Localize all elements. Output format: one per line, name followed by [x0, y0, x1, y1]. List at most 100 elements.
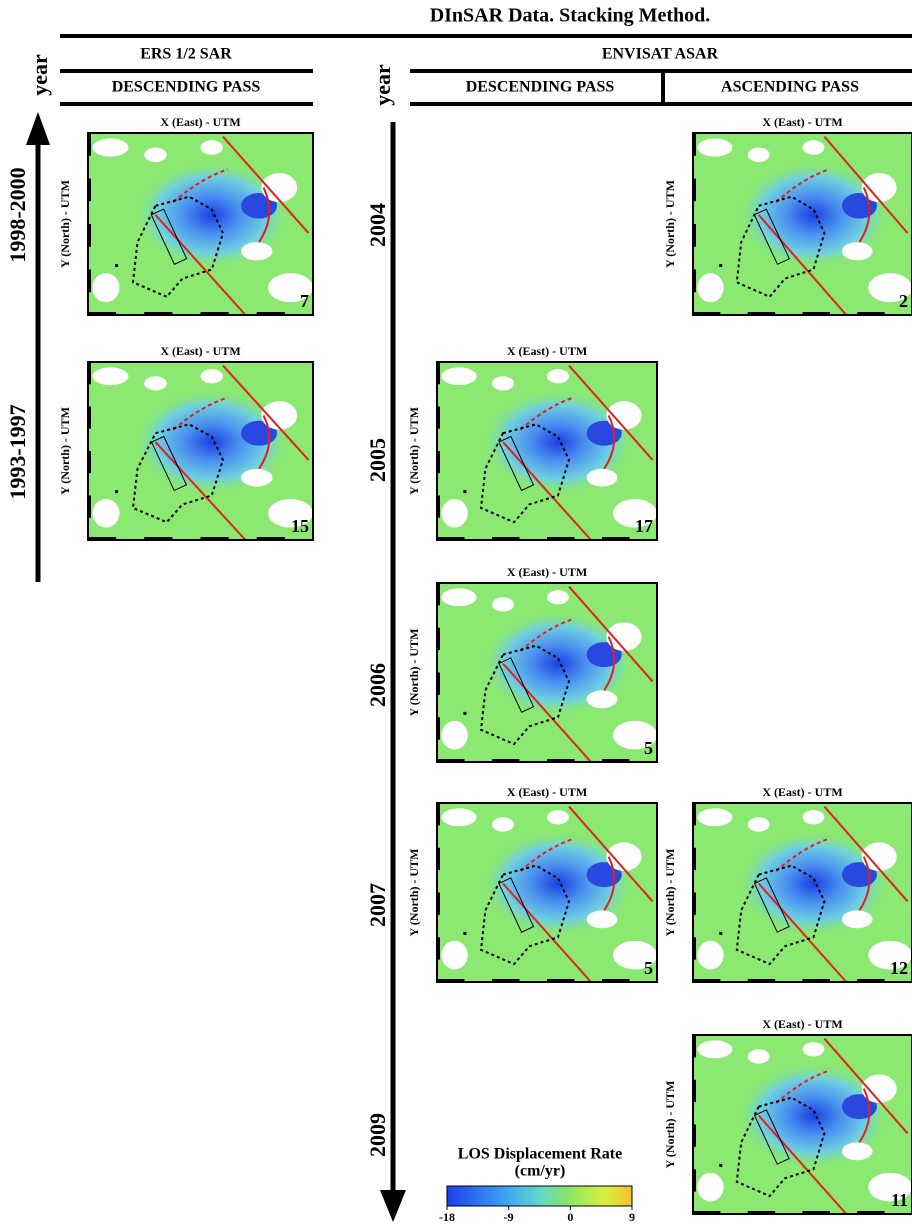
no-data	[697, 941, 723, 970]
pass: DESCENDING PASS	[466, 79, 615, 96]
colorbar-tick-label: -18	[439, 1210, 455, 1224]
no-data	[842, 1142, 873, 1160]
site	[463, 712, 466, 715]
image-count: 17	[635, 516, 653, 536]
no-data	[697, 808, 732, 826]
no-data	[441, 588, 476, 606]
no-data	[441, 941, 467, 970]
y-axis-label: Y (North) - UTM	[407, 407, 421, 495]
no-data	[842, 910, 873, 928]
no-data	[587, 690, 618, 708]
figure: DInSAR Data. Stacking Method. ERS 1/2 SA…	[0, 0, 912, 1224]
no-data	[748, 1049, 770, 1063]
no-data	[587, 910, 618, 928]
period: 1998-2000	[5, 167, 30, 262]
no-data	[441, 367, 476, 385]
x-axis-label: X (East) - UTM	[507, 565, 587, 579]
no-data	[803, 810, 825, 824]
map-panel: X (East) - UTM Y (North) - UTM 5	[407, 785, 657, 982]
image-count: 7	[300, 291, 309, 311]
no-data	[587, 469, 618, 487]
y-axis-label: Y (North) - UTM	[663, 1081, 677, 1169]
image-count: 2	[899, 291, 908, 311]
no-data	[441, 499, 467, 527]
map-panel: X (East) - UTM Y (North) - UTM 17	[407, 344, 657, 540]
no-data	[547, 369, 569, 383]
year: 2005	[365, 438, 390, 482]
no-data	[441, 808, 476, 826]
image-count: 15	[291, 516, 309, 536]
arrow-head	[26, 112, 50, 145]
arrow-head	[380, 1190, 406, 1222]
no-data	[803, 140, 825, 155]
x-axis-label: X (East) - UTM	[762, 115, 842, 129]
site	[463, 932, 466, 935]
pass: ASCENDING PASS	[721, 79, 859, 96]
year: 2006	[365, 663, 390, 707]
year: 2009	[365, 1113, 390, 1157]
no-data	[144, 376, 167, 390]
colorbar-tick-label: -9	[504, 1210, 514, 1224]
site	[463, 490, 466, 493]
no-data	[93, 138, 129, 156]
y-axis-label: Y (North) - UTM	[58, 180, 72, 268]
satellite: ENVISAT ASAR	[602, 46, 719, 63]
no-data	[441, 721, 467, 750]
map-panel: X (East) - UTM Y (North) - UTM 7	[58, 115, 313, 315]
colorbar-tick-label: 0	[567, 1210, 573, 1224]
pass: DESCENDING PASS	[112, 79, 261, 96]
site	[719, 264, 722, 267]
year-label: year	[27, 54, 52, 96]
image-count: 12	[890, 958, 908, 978]
image-count: 5	[644, 958, 653, 978]
no-data	[748, 817, 770, 831]
no-data	[697, 1173, 723, 1202]
site	[115, 490, 118, 493]
map-panel: X (East) - UTM Y (North) - UTM 11	[663, 1017, 912, 1214]
site	[115, 264, 118, 267]
x-axis-label: X (East) - UTM	[762, 785, 842, 799]
no-data	[201, 140, 224, 155]
x-axis-label: X (East) - UTM	[160, 115, 240, 129]
colorbar-title: LOS Displacement Rate	[458, 1146, 622, 1163]
no-data	[492, 376, 514, 390]
y-axis-label: Y (North) - UTM	[663, 180, 677, 268]
no-data	[241, 469, 273, 487]
no-data	[547, 810, 569, 824]
no-data	[697, 273, 723, 302]
no-data	[201, 369, 224, 383]
y-axis-label: Y (North) - UTM	[663, 849, 677, 937]
satellite: ERS 1/2 SAR	[140, 46, 232, 63]
no-data	[748, 148, 770, 163]
site	[719, 1164, 722, 1167]
x-axis-label: X (East) - UTM	[507, 785, 587, 799]
image-count: 11	[891, 1190, 908, 1210]
y-axis-label: Y (North) - UTM	[407, 629, 421, 717]
no-data	[842, 242, 873, 260]
y-axis-label: Y (North) - UTM	[58, 407, 72, 495]
year: 2004	[365, 203, 390, 247]
colorbar-unit: (cm/yr)	[515, 1163, 566, 1180]
site	[719, 932, 722, 935]
map-panel: X (East) - UTM Y (North) - UTM 12	[663, 785, 912, 982]
x-axis-label: X (East) - UTM	[507, 344, 587, 358]
colorbar	[447, 1186, 632, 1206]
colorbar-tick-label: 9	[629, 1210, 635, 1224]
no-data	[697, 138, 732, 156]
no-data	[697, 1040, 732, 1058]
no-data	[93, 367, 129, 385]
y-axis-label: Y (North) - UTM	[407, 849, 421, 937]
no-data	[144, 148, 167, 163]
no-data	[492, 597, 514, 611]
no-data	[492, 817, 514, 831]
year-label: year	[370, 64, 395, 106]
map-panel: X (East) - UTMY (North) - UTM15	[58, 344, 313, 540]
no-data	[803, 1042, 825, 1056]
map-panel: X (East) - UTM Y (North) - UTM 2	[663, 115, 912, 315]
no-data	[93, 499, 120, 527]
period: 1993-1997	[5, 404, 30, 499]
year: 2007	[365, 883, 390, 927]
no-data	[93, 273, 120, 302]
x-axis-label: X (East) - UTM	[762, 1017, 842, 1031]
